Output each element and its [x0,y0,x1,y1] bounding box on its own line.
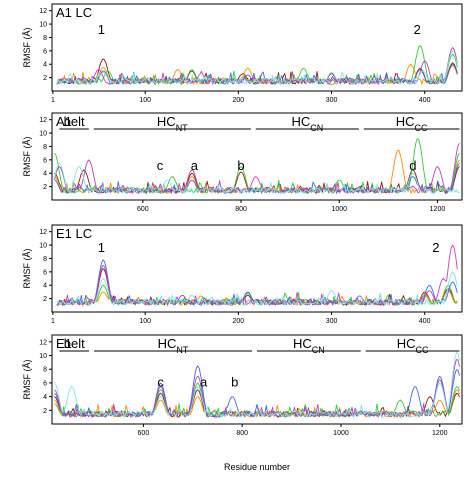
panel-2-annotation-1: c [157,158,164,173]
panel-3-series-4 [56,259,458,306]
panel-1-ytick-label: 10 [39,22,47,29]
panel-3-xtick-label: 400 [419,318,431,325]
panel-2-ytick-label: 10 [39,131,47,138]
x-axis-label: Residue number [224,462,290,472]
panel-2-xtick-label: 600 [137,206,149,213]
panel-1-frame [51,3,463,92]
panel-3-xtick-label: 200 [233,318,245,325]
panel-4-series-6 [54,352,460,418]
panel-2-frame [51,112,463,201]
panel-2-ytick-label: 6 [43,157,47,164]
panel-2-ytick-label: 2 [43,184,47,191]
panel-2-series-2 [54,149,460,194]
panel-2-region-label-4: HCCC [396,114,428,133]
panel-3-annotation-1: 1 [98,240,105,255]
panel-4-region-label-2: HCNT [158,336,189,355]
panel-1-title: A1 LC [56,5,92,20]
panel-2-ytick-label: 4 [43,171,47,178]
panel-4-series-4 [54,365,460,418]
panel-1-xtick-label: 300 [326,97,338,104]
panel-1-series-4 [56,63,458,85]
panel-4-ytick-label: 10 [39,353,47,360]
panel-3-title: E1 LC [56,226,92,241]
panel-2-title: A1 [56,114,72,129]
panel-3-ytick-label: 10 [39,243,47,250]
panel-4-series-2 [54,389,460,418]
panel-3-series-5 [56,244,458,306]
panel-3-ytick-label: 6 [43,269,47,276]
panel-2-region-label-2: HCNT [157,114,188,133]
panel-1-ytick-label: 12 [39,8,47,15]
panel-4-region-label-1: belt [64,336,85,351]
panel-2-region-label-1: belt [64,114,85,129]
panel-4-ylabel: RMSF (Å) [22,360,32,400]
panel-2-ylabel: RMSF (Å) [22,137,32,177]
panel-2-series-6 [54,162,460,194]
panel-2-xtick-label: 1000 [331,206,347,213]
panel-3-xtick-label: 1 [51,318,55,325]
panel-4-frame [51,334,463,425]
panel-4-ytick-label: 2 [43,408,47,415]
panel-4-ytick-label: 8 [43,367,47,374]
panel-2-annotation-2: a [191,158,199,173]
panel-4-xtick-label: 1200 [432,430,448,437]
panel-3-ylabel: RMSF (Å) [22,249,32,289]
panel-3-ytick-label: 12 [39,229,47,236]
panel-4-xtick-label: 800 [236,430,248,437]
panel-4-ytick-label: 6 [43,380,47,387]
panel-4-ytick-label: 4 [43,394,47,401]
panel-4-series-5 [54,359,460,418]
panel-4-xtick-label: 600 [138,430,150,437]
panel-3-series-6 [56,271,458,306]
panel-4-region-label-4: HCCC [397,336,429,355]
panel-3-ytick-label: 4 [43,283,47,290]
panel-1-xtick-label: 200 [233,97,245,104]
panel-4-annotation-1: c [157,374,164,389]
panel-3-xtick-label: 100 [139,318,151,325]
panel-1-ytick-label: 6 [43,48,47,55]
panel-4-annotation-3: b [231,374,238,389]
panel-1-ytick-label: 8 [43,35,47,42]
panel-2-annotation-4: d [409,158,416,173]
panel-1-series-6 [56,50,458,85]
panel-4-annotation-2: a [200,374,208,389]
panel-4-title: E1 [56,336,72,351]
panel-1-xtick-label: 400 [419,97,431,104]
panel-1-series-3 [56,45,458,85]
panel-2-region-label-3: HCCN [291,114,323,133]
panel-3-ytick-label: 8 [43,256,47,263]
panel-1-annotation-2: 2 [414,22,421,37]
panel-4-region-label-3: HCCN [293,336,325,355]
panel-1-ytick-label: 4 [43,62,47,69]
panel-2-series-5 [54,142,460,194]
panel-2-ytick-label: 8 [43,144,47,151]
panel-1-xtick-label: 100 [139,97,151,104]
panel-1-annotation-1: 1 [98,22,105,37]
panel-2-xtick-label: 800 [235,206,247,213]
panel-3-frame [51,224,463,313]
panel-1-ylabel: RMSF (Å) [22,28,32,68]
panel-1-xtick-label: 1 [51,97,55,104]
panel-3-annotation-2: 2 [432,240,439,255]
panel-4-xtick-label: 1000 [333,430,349,437]
panel-2-ytick-label: 12 [39,117,47,124]
panel-4-ytick-label: 12 [39,339,47,346]
panel-1-ytick-label: 2 [43,75,47,82]
panel-2-annotation-3: b [237,158,244,173]
panel-2-xtick-label: 1200 [430,206,446,213]
panel-3-xtick-label: 300 [326,318,338,325]
panel-3-ytick-label: 2 [43,296,47,303]
